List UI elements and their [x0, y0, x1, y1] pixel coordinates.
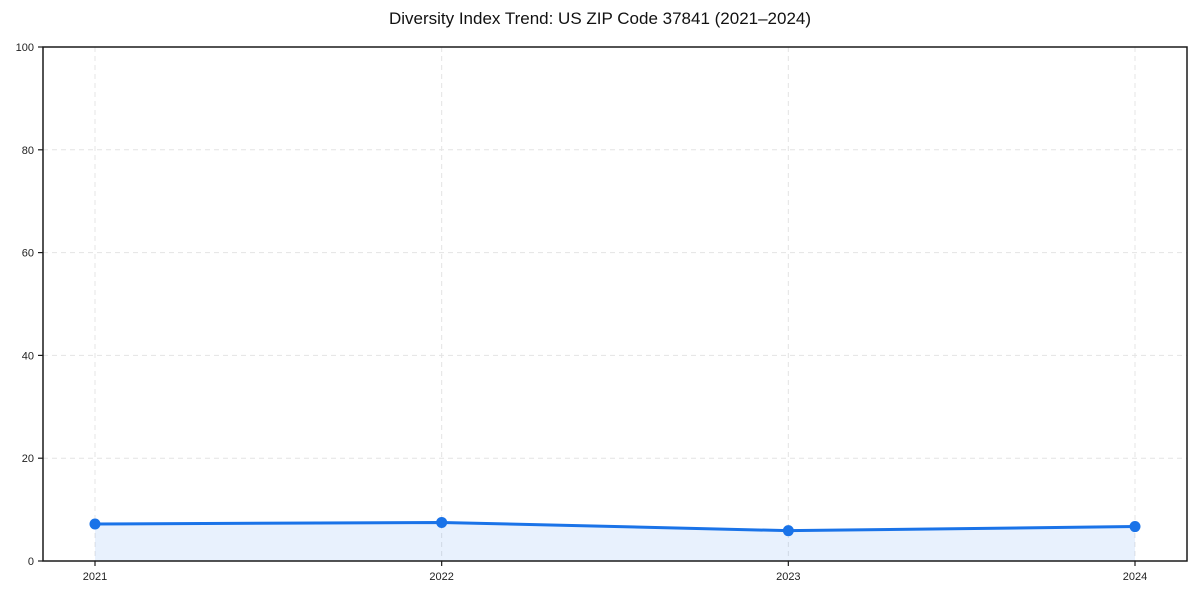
- y-tick-label: 100: [16, 42, 34, 54]
- data-point-2022: [436, 516, 448, 528]
- trend-line: [93, 520, 1137, 533]
- x-tick-label: 2023: [776, 571, 800, 583]
- plot-border: [42, 46, 1188, 562]
- y-tick-label: 80: [22, 145, 34, 157]
- x-tick-label: 2021: [83, 571, 107, 583]
- y-tick-label: 0: [28, 556, 34, 568]
- y-tick-label: 40: [22, 350, 34, 362]
- y-tick-label: 20: [22, 453, 34, 465]
- x-tick-label: 2024: [1123, 571, 1147, 583]
- x-tick-label: 2022: [429, 571, 453, 583]
- data-point-2021: [89, 518, 101, 530]
- area-fill: [95, 522, 1135, 561]
- y-tick-label: 60: [22, 248, 34, 260]
- data-point-2024: [1129, 521, 1141, 533]
- chart-title: Diversity Index Trend: US ZIP Code 37841…: [388, 9, 812, 28]
- data-point-2023: [782, 525, 794, 537]
